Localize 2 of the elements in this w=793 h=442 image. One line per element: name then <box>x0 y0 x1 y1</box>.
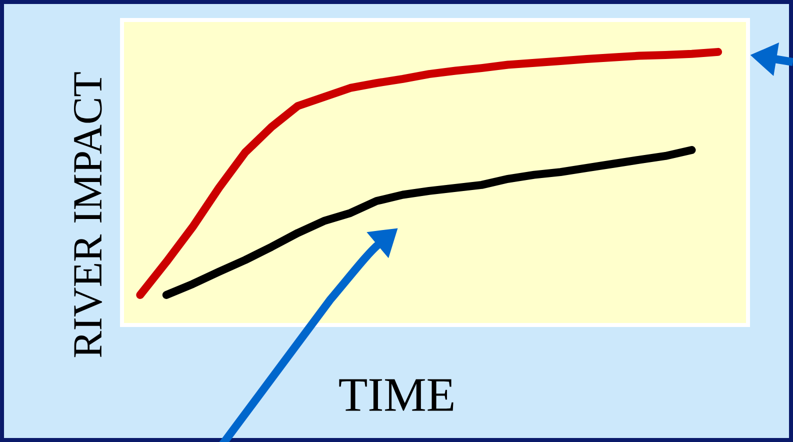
y-axis-title: RIVER IMPACT <box>74 72 102 358</box>
x-axis-title: TIME <box>339 379 454 411</box>
